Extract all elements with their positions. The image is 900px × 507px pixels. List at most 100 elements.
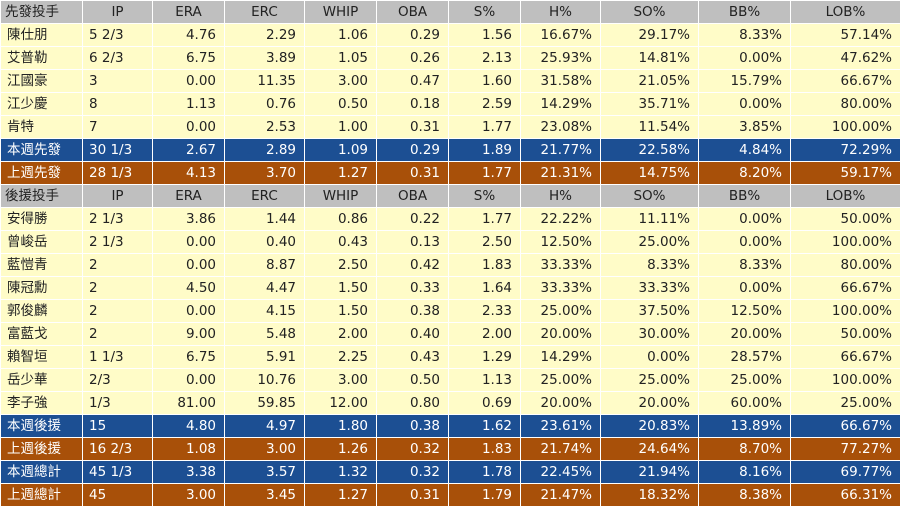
stat-cell: 8.33% [699, 24, 791, 47]
stat-cell: 2.00 [305, 323, 377, 346]
pitcher-name: 上週先發 [1, 162, 83, 185]
column-header: SO% [601, 185, 699, 208]
stat-cell: 0.50 [377, 369, 449, 392]
stat-cell: 0.00 [153, 231, 225, 254]
innings-pitched: 45 [83, 484, 153, 507]
stat-cell: 1.13 [153, 93, 225, 116]
innings-pitched: 15 [83, 415, 153, 438]
pitcher-name: 本週先發 [1, 139, 83, 162]
stat-cell: 66.67% [791, 277, 900, 300]
innings-pitched: 2 [83, 277, 153, 300]
stat-cell: 2.33 [449, 300, 521, 323]
column-header: ERA [153, 1, 225, 24]
stat-cell: 29.17% [601, 24, 699, 47]
stat-cell: 50.00% [791, 208, 900, 231]
column-header: WHIP [305, 185, 377, 208]
stat-cell: 3.45 [225, 484, 305, 507]
stat-cell: 11.54% [601, 116, 699, 139]
stat-cell: 3.00 [305, 369, 377, 392]
column-header: BB% [699, 185, 791, 208]
stat-cell: 18.32% [601, 484, 699, 507]
stat-cell: 23.08% [521, 116, 601, 139]
innings-pitched: 28 1/3 [83, 162, 153, 185]
innings-pitched: 8 [83, 93, 153, 116]
stat-cell: 3.00 [225, 438, 305, 461]
stat-cell: 69.77% [791, 461, 900, 484]
pitcher-name: 上週總計 [1, 484, 83, 507]
stat-cell: 1.77 [449, 162, 521, 185]
stat-cell: 0.26 [377, 47, 449, 70]
stat-cell: 0.00% [601, 346, 699, 369]
stat-cell: 1.27 [305, 162, 377, 185]
stat-cell: 14.75% [601, 162, 699, 185]
stat-cell: 3.85% [699, 116, 791, 139]
stat-cell: 81.00 [153, 392, 225, 415]
stat-cell: 1.26 [305, 438, 377, 461]
stat-cell: 0.33 [377, 277, 449, 300]
innings-pitched: 2 [83, 300, 153, 323]
stat-cell: 8.16% [699, 461, 791, 484]
column-header: OBA [377, 1, 449, 24]
stat-cell: 0.00 [153, 300, 225, 323]
innings-pitched: 1/3 [83, 392, 153, 415]
stat-cell: 66.67% [791, 346, 900, 369]
stat-cell: 3.70 [225, 162, 305, 185]
pitcher-name: 曾峻岳 [1, 231, 83, 254]
stat-cell: 1.64 [449, 277, 521, 300]
innings-pitched: 2/3 [83, 369, 153, 392]
pitcher-name: 本週總計 [1, 461, 83, 484]
stat-cell: 25.00% [699, 369, 791, 392]
stat-cell: 59.85 [225, 392, 305, 415]
stat-cell: 6.75 [153, 346, 225, 369]
stat-cell: 4.15 [225, 300, 305, 323]
innings-pitched: 2 1/3 [83, 208, 153, 231]
stat-cell: 3.89 [225, 47, 305, 70]
stat-cell: 1.79 [449, 484, 521, 507]
stat-cell: 0.38 [377, 415, 449, 438]
innings-pitched: 45 1/3 [83, 461, 153, 484]
stat-cell: 25.00% [791, 392, 900, 415]
stat-cell: 33.33% [521, 277, 601, 300]
stat-cell: 0.40 [225, 231, 305, 254]
stat-cell: 1.83 [449, 438, 521, 461]
stat-cell: 0.86 [305, 208, 377, 231]
pitcher-name: 藍愷青 [1, 254, 83, 277]
stat-cell: 1.83 [449, 254, 521, 277]
stat-cell: 8.20% [699, 162, 791, 185]
stat-cell: 1.77 [449, 208, 521, 231]
stat-cell: 0.00% [699, 231, 791, 254]
stat-cell: 77.27% [791, 438, 900, 461]
stat-cell: 8.33% [601, 254, 699, 277]
column-header: LOB% [791, 1, 900, 24]
stat-cell: 37.50% [601, 300, 699, 323]
stat-cell: 12.50% [699, 300, 791, 323]
stat-cell: 3.57 [225, 461, 305, 484]
column-header: H% [521, 1, 601, 24]
pitcher-name: 陳仕朋 [1, 24, 83, 47]
pitcher-name: 陳冠勳 [1, 277, 83, 300]
column-header: ERC [225, 185, 305, 208]
section-header-label: 後援投手 [1, 185, 83, 208]
stat-cell: 21.77% [521, 139, 601, 162]
pitcher-name: 艾普勒 [1, 47, 83, 70]
stat-cell: 1.00 [305, 116, 377, 139]
stat-cell: 1.50 [305, 277, 377, 300]
stat-cell: 15.79% [699, 70, 791, 93]
stat-cell: 1.44 [225, 208, 305, 231]
column-header: LOB% [791, 185, 900, 208]
stat-cell: 0.29 [377, 24, 449, 47]
stat-cell: 0.31 [377, 116, 449, 139]
stat-cell: 0.32 [377, 438, 449, 461]
pitcher-name: 本週後援 [1, 415, 83, 438]
stat-cell: 8.87 [225, 254, 305, 277]
stat-cell: 22.22% [521, 208, 601, 231]
